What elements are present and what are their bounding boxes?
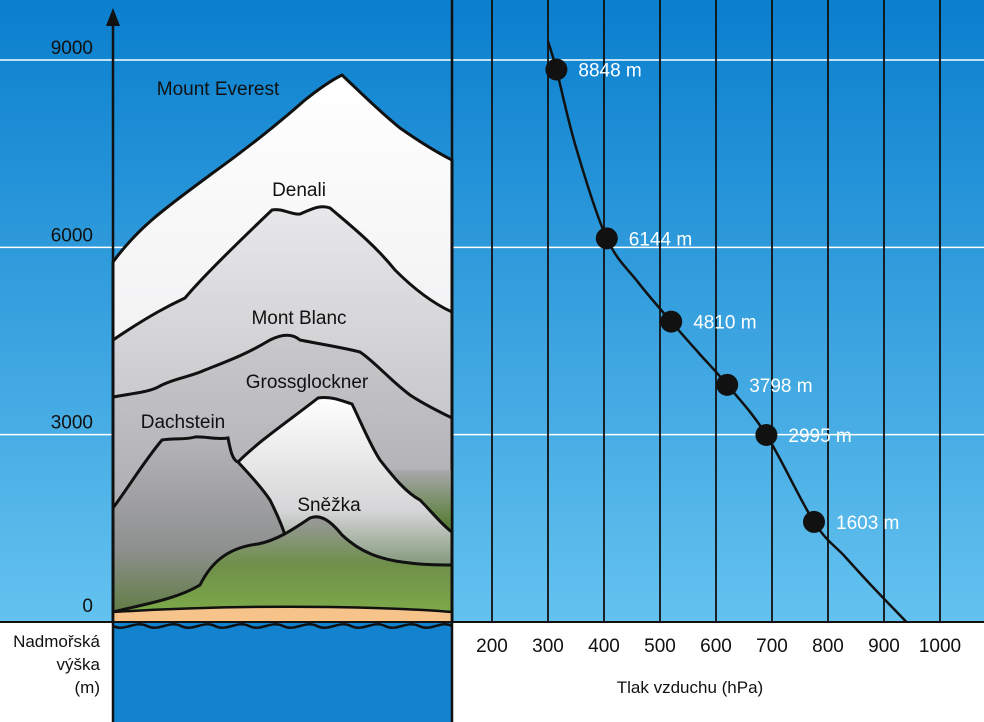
y-tick-label-3000: 3000 (51, 413, 93, 434)
peak-label-mont-blanc: Mont Blanc (251, 308, 346, 329)
data-point-label-3: 3798 m (749, 376, 812, 397)
data-point-label-0: 8848 m (578, 60, 641, 81)
y-tick-label-0: 0 (82, 596, 93, 617)
data-point-label-1: 6144 m (629, 229, 692, 250)
peak-label-snezka: Sněžka (297, 495, 361, 516)
x-tick-label-900: 900 (868, 636, 900, 657)
y-tick-label-6000: 6000 (51, 225, 93, 246)
peak-label-dachstein: Dachstein (141, 412, 226, 433)
x-tick-label-600: 600 (700, 636, 732, 657)
x-tick-label-400: 400 (588, 636, 620, 657)
data-point-4 (755, 423, 778, 446)
data-point-1 (595, 227, 618, 250)
x-tick-label-700: 700 (756, 636, 788, 657)
sea-wave-line (112, 623, 453, 629)
data-point-2 (660, 310, 683, 333)
pressure-curve (546, 40, 908, 623)
vertical-gridlines (450, 0, 941, 722)
data-point-0 (545, 58, 568, 81)
snezka-shape (111, 515, 454, 622)
sea-block (113, 622, 452, 722)
x-tick-label-800: 800 (812, 636, 844, 657)
x-tick-label-1000: 1000 (919, 636, 961, 657)
peak-label-denali: Denali (272, 180, 326, 201)
data-point-label-5: 1603 m (836, 513, 899, 534)
x-tick-label-500: 500 (644, 636, 676, 657)
y-axis-title-line-2: výška (57, 655, 101, 674)
x-axis-title: Tlak vzduchu (hPa) (617, 678, 763, 697)
beach-strip (111, 605, 454, 622)
y-axis-title-line-1: Nadmořská (13, 632, 100, 651)
x-tick-labels: 200 300 400 500 600 700 800 900 1000 (476, 636, 961, 657)
data-point-5 (803, 510, 825, 533)
x-tick-label-200: 200 (476, 636, 508, 657)
x-tick-label-300: 300 (532, 636, 564, 657)
peak-label-mount-everest: Mount Everest (157, 79, 280, 100)
data-point-label-2: 4810 m (693, 313, 756, 334)
data-point-label-4: 2995 m (788, 426, 851, 447)
y-axis-arrow-icon (106, 8, 120, 26)
y-tick-label-9000: 9000 (51, 38, 93, 59)
y-tick-labels: 0 3000 6000 9000 (51, 38, 93, 617)
data-point-3 (716, 373, 739, 396)
mountains-illustration (111, 73, 454, 622)
y-axis-title-line-3: (m) (75, 678, 100, 697)
peak-label-grossglockner: Grossglockner (246, 372, 369, 393)
data-points: 8848 m 6144 m 4810 m 3798 m 2995 m 1603 m (545, 58, 899, 534)
